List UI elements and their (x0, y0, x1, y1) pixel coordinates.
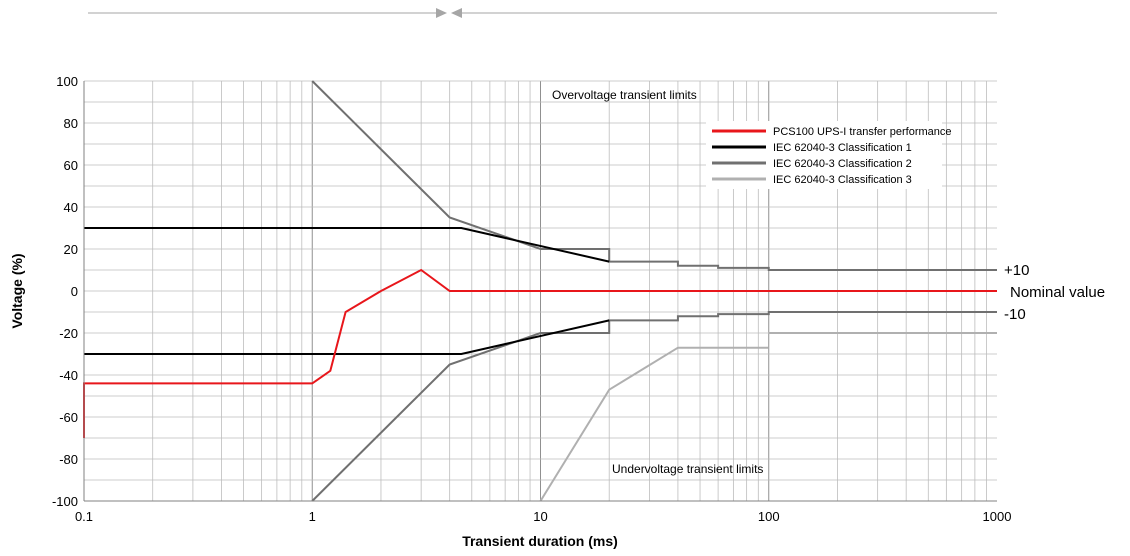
y-tick-label: 20 (64, 242, 78, 257)
y-tick-label: 40 (64, 200, 78, 215)
series-lines (83, 80, 997, 502)
minus10-label: -10 (1004, 306, 1026, 323)
y-tick-label: -40 (59, 368, 78, 383)
x-tick-labels: 0.1 1 10 100 1000 (75, 509, 1012, 524)
x-tick-label: 1 (309, 509, 316, 524)
series-line-1-0 (84, 227, 610, 263)
y-tick-label: -20 (59, 326, 78, 341)
plus10-label: +10 (1004, 262, 1029, 279)
legend-item-class1: IEC 62040-3 Classification 1 (712, 142, 912, 154)
y-tick-label: 80 (64, 116, 78, 131)
y-tick-labels: -100 -80 -60 -40 -20 0 20 40 60 80 100 (52, 74, 78, 509)
y-tick-label: -60 (59, 410, 78, 425)
x-axis-title: Transient duration (ms) (462, 533, 618, 549)
x-tick-label: 100 (758, 509, 780, 524)
nominal-value-label: Nominal value (1010, 284, 1105, 301)
series-line-2-0 (311, 80, 997, 271)
legend-item-pcs100: PCS100 UPS-I transfer performance (712, 126, 952, 138)
legend-label-class3: IEC 62040-3 Classification 3 (773, 174, 912, 186)
legend-item-class3: IEC 62040-3 Classification 3 (712, 174, 912, 186)
legend: PCS100 UPS-I transfer performance IEC 62… (706, 121, 952, 189)
series-line-1-1 (84, 319, 610, 355)
y-tick-label: 100 (56, 74, 78, 89)
top-arrow-head-left (451, 8, 462, 18)
undervoltage-label: Undervoltage transient limits (612, 462, 763, 476)
y-tick-label: -80 (59, 452, 78, 467)
legend-item-class2: IEC 62040-3 Classification 2 (712, 158, 912, 170)
top-arrow-indicator (88, 8, 997, 18)
series-line-3-0 (539, 346, 769, 502)
legend-label-class1: IEC 62040-3 Classification 1 (773, 142, 912, 154)
y-axis-title: Voltage (%) (9, 253, 25, 328)
plot-frame (83, 81, 997, 502)
overvoltage-label: Overvoltage transient limits (552, 88, 697, 102)
legend-label-class2: IEC 62040-3 Classification 2 (773, 158, 912, 170)
x-tick-label: 1000 (983, 509, 1012, 524)
y-tick-label: 0 (71, 284, 78, 299)
x-tick-label: 10 (533, 509, 547, 524)
top-arrow-head-right (436, 8, 447, 18)
x-tick-label: 0.1 (75, 509, 93, 524)
y-tick-label: -100 (52, 494, 78, 509)
series-line-2-1 (311, 311, 997, 502)
y-tick-label: 60 (64, 158, 78, 173)
legend-label-pcs100: PCS100 UPS-I transfer performance (773, 126, 952, 138)
series-line-0-0 (83, 268, 997, 438)
